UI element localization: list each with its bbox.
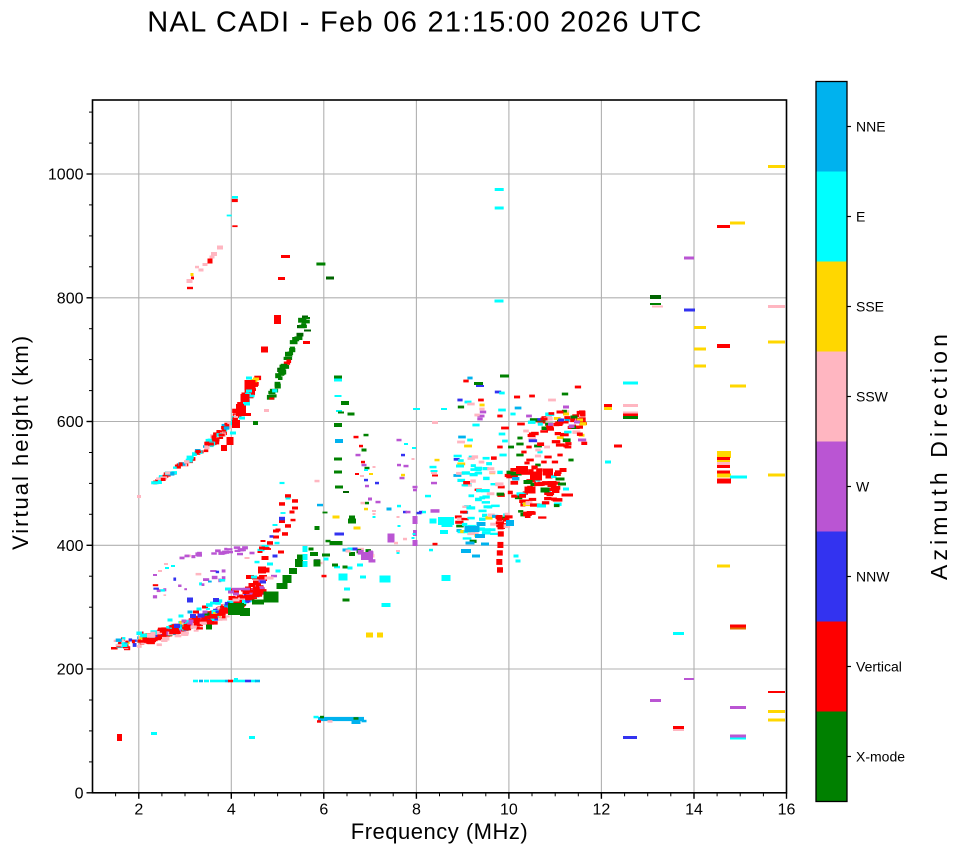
svg-text:Virtual height (km): Virtual height (km) xyxy=(8,334,33,550)
svg-text:NAL CADI - Feb 06 21:15:00 202: NAL CADI - Feb 06 21:15:00 2026 UTC xyxy=(147,7,702,39)
svg-text:1000: 1000 xyxy=(48,167,84,184)
svg-text:16: 16 xyxy=(778,802,796,819)
svg-text:8: 8 xyxy=(412,802,421,819)
svg-text:X-mode: X-mode xyxy=(856,749,905,765)
svg-text:6: 6 xyxy=(319,802,328,819)
svg-text:Vertical: Vertical xyxy=(856,659,902,675)
svg-text:800: 800 xyxy=(57,290,84,307)
svg-text:12: 12 xyxy=(593,802,611,819)
svg-text:0: 0 xyxy=(75,785,84,802)
svg-text:Frequency (MHz): Frequency (MHz) xyxy=(351,819,528,844)
svg-text:NNE: NNE xyxy=(856,119,886,135)
svg-text:2: 2 xyxy=(134,802,143,819)
svg-text:14: 14 xyxy=(685,802,703,819)
svg-text:SSE: SSE xyxy=(856,299,884,315)
svg-text:W: W xyxy=(856,479,870,495)
svg-text:200: 200 xyxy=(57,662,84,679)
svg-text:SSW: SSW xyxy=(856,389,889,405)
svg-text:400: 400 xyxy=(57,538,84,555)
svg-text:10: 10 xyxy=(500,802,518,819)
svg-text:NNW: NNW xyxy=(856,569,890,585)
svg-text:600: 600 xyxy=(57,414,84,431)
svg-text:E: E xyxy=(856,209,865,225)
svg-text:4: 4 xyxy=(227,802,236,819)
svg-text:Azimuth Direction: Azimuth Direction xyxy=(926,330,952,580)
